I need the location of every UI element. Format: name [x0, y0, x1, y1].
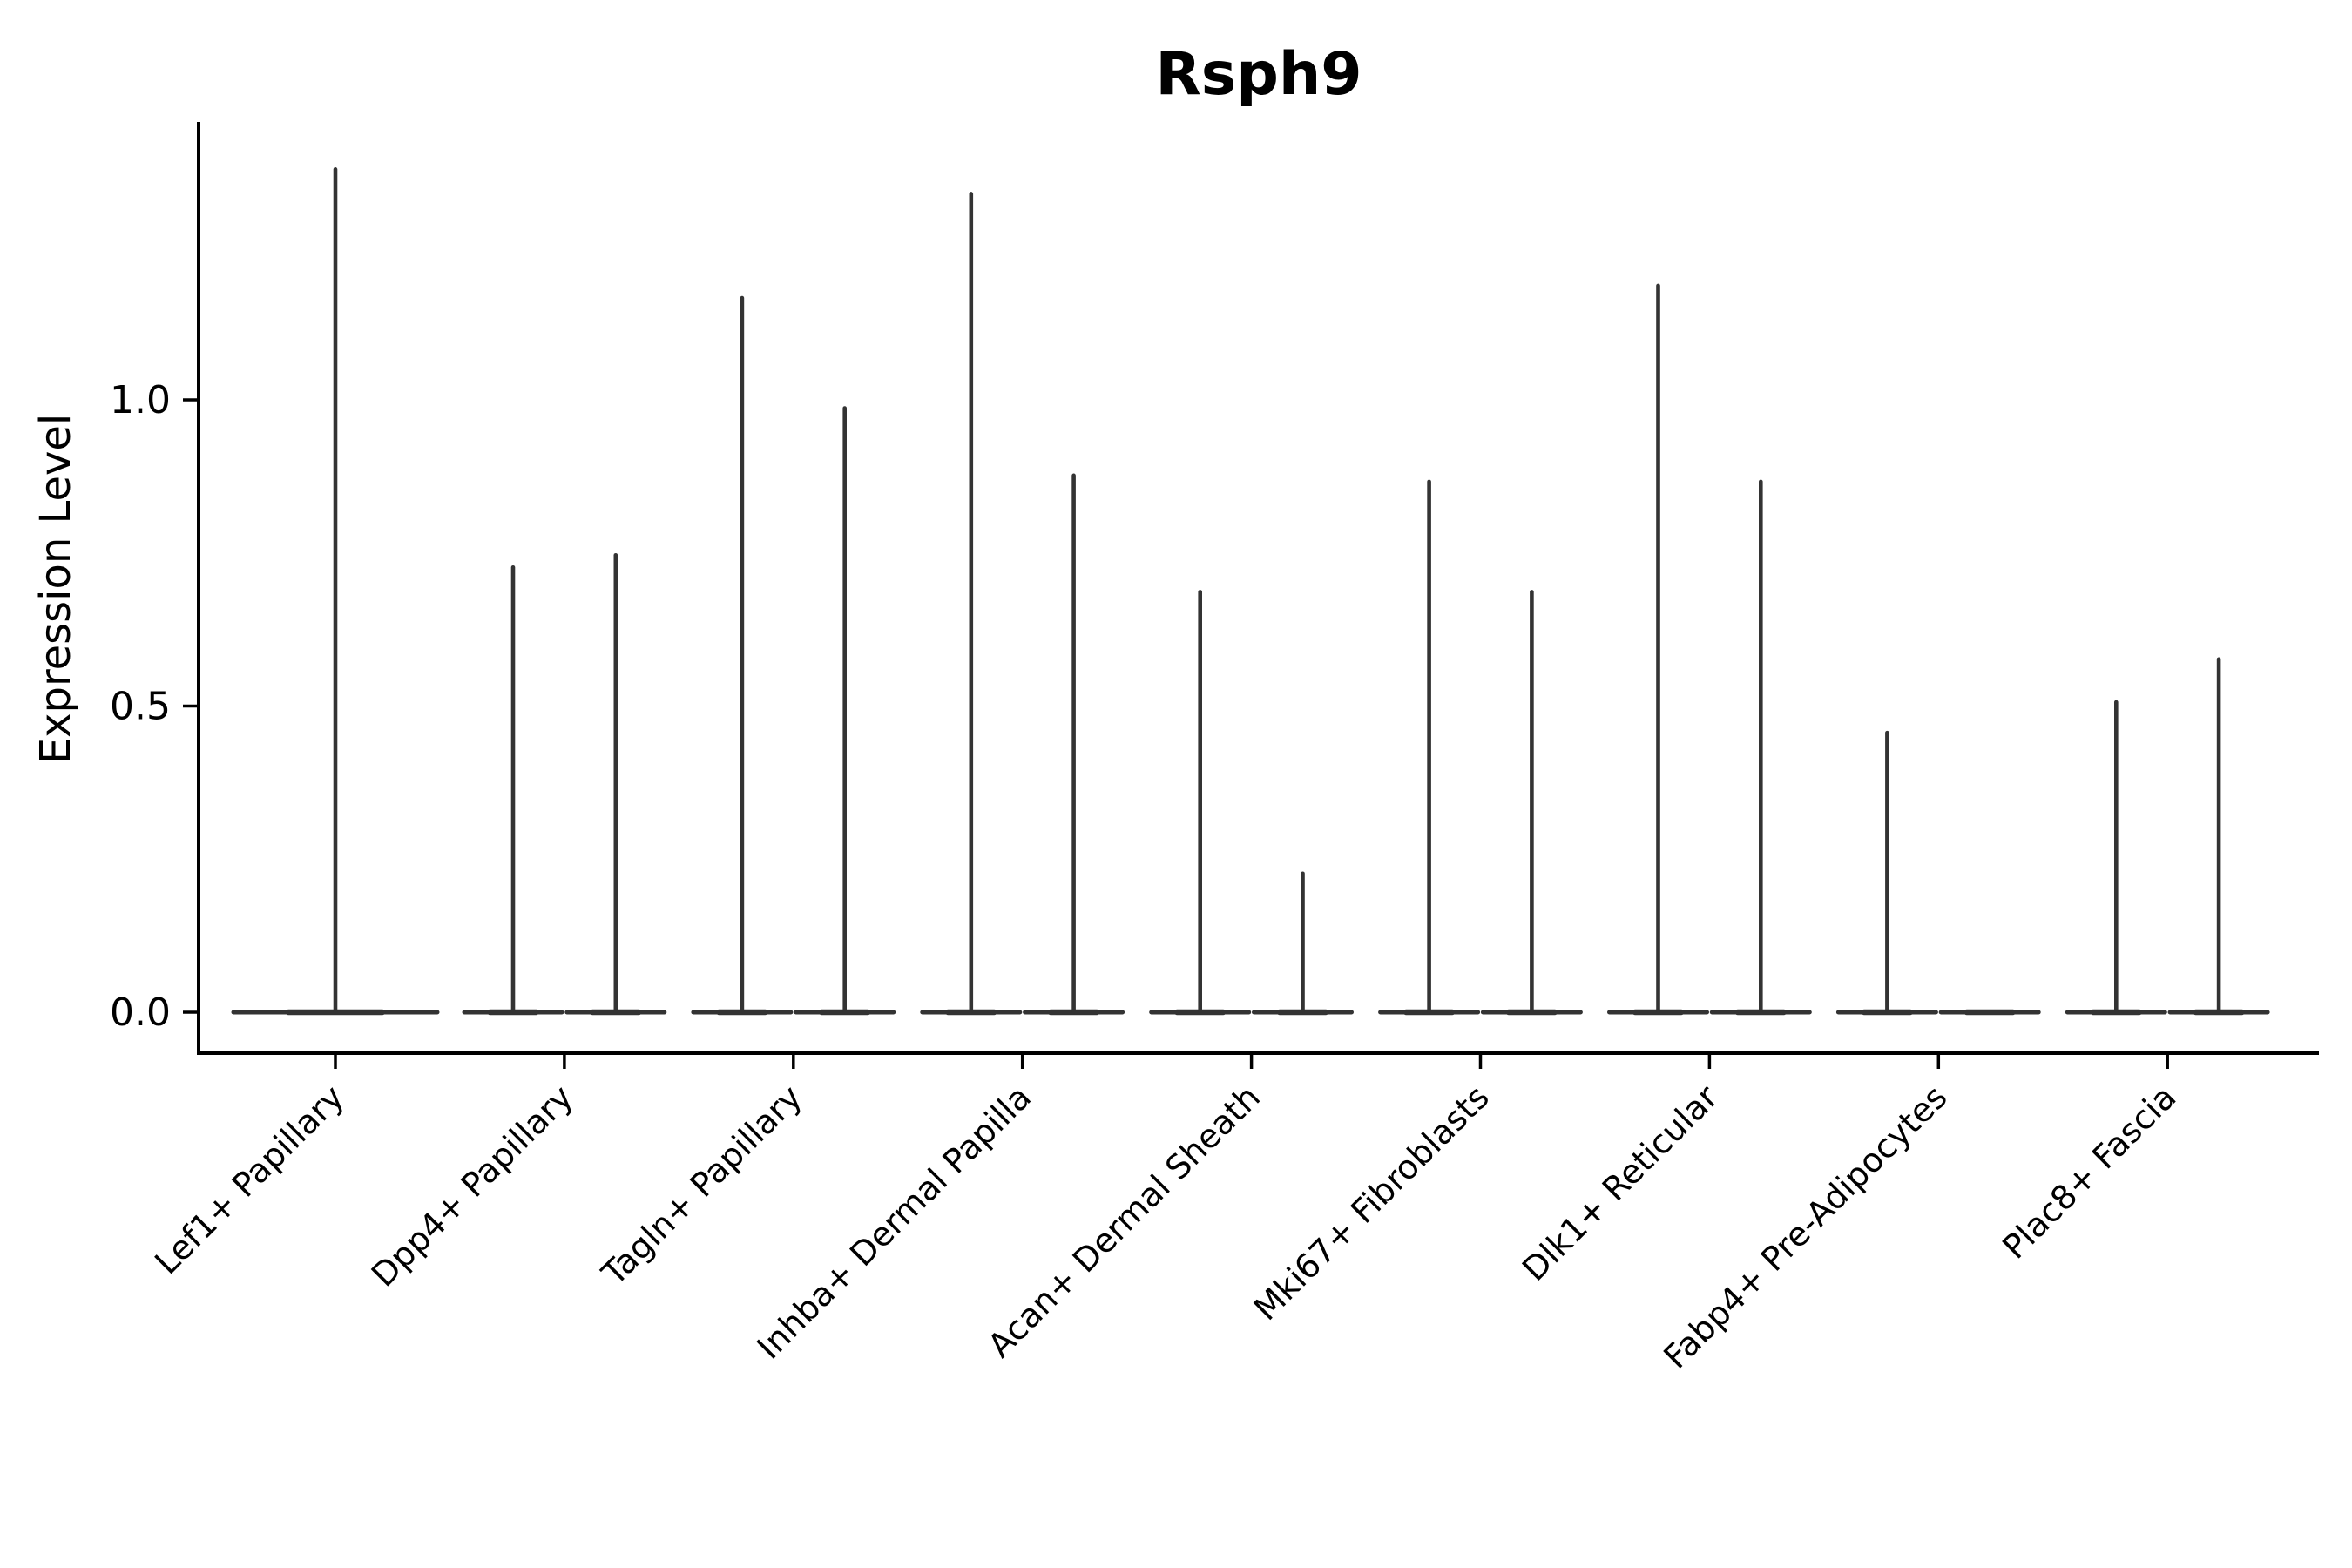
y-tick-label: 0.0: [110, 990, 171, 1035]
x-tick-label: Dlk1+ Reticular: [1515, 1078, 1726, 1288]
x-tick-label: Dpp4+ Papillary: [364, 1078, 580, 1294]
x-tick-label: Acan+ Dermal Sheath: [981, 1078, 1267, 1364]
x-tick-label: Tagln+ Papillary: [594, 1078, 809, 1293]
y-axis-label: Expression Level: [31, 414, 80, 765]
y-tick-label: 0.5: [110, 685, 171, 729]
plot-area: 0.0 0.5 1.0 Lef1+ Papillary Dpp4+ Papillary T…: [110, 122, 2319, 1376]
x-tick-label: Lef1+ Papillary: [147, 1078, 351, 1281]
x-tick-label: Plac8+ Fascia: [1995, 1078, 2183, 1266]
chart-title: Rsph9: [1155, 40, 1362, 109]
y-tick-label: 1.0: [110, 378, 171, 422]
x-tick-label: Mki67+ Fibroblasts: [1247, 1078, 1497, 1328]
